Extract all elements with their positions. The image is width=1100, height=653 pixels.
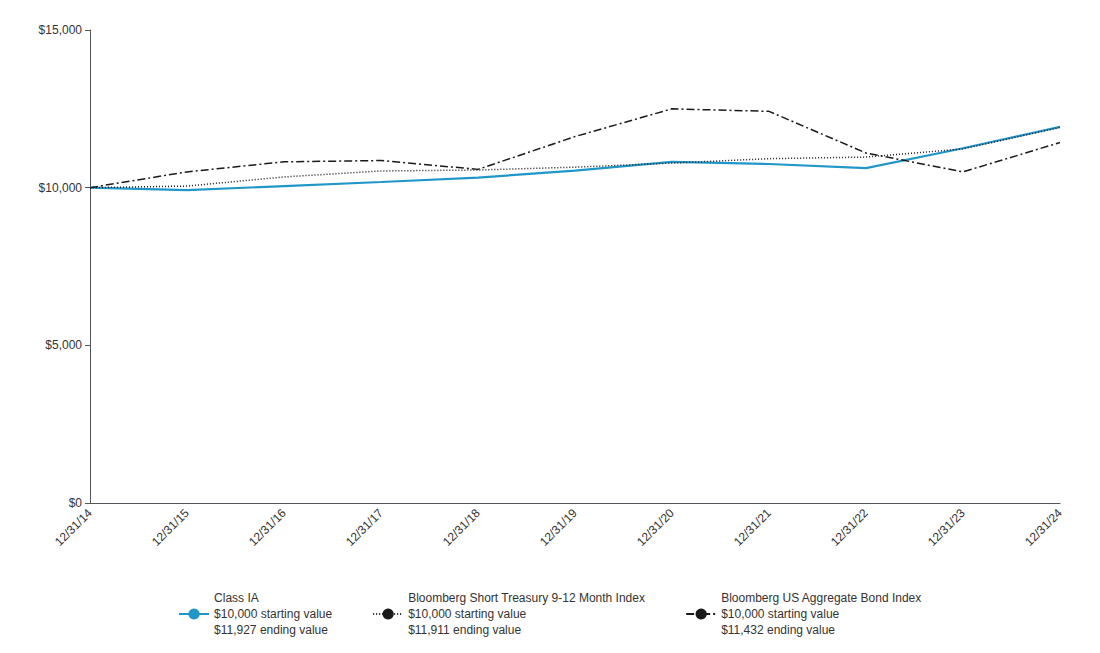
svg-text:12/31/23: 12/31/23 bbox=[925, 506, 968, 549]
svg-text:$11,432 ending value: $11,432 ending value bbox=[721, 623, 835, 637]
svg-text:Bloomberg US Aggregate Bond In: Bloomberg US Aggregate Bond Index bbox=[721, 591, 921, 605]
svg-text:$15,000: $15,000 bbox=[39, 23, 83, 37]
svg-text:12/31/17: 12/31/17 bbox=[343, 506, 386, 549]
svg-text:12/31/20: 12/31/20 bbox=[634, 506, 677, 549]
svg-text:12/31/19: 12/31/19 bbox=[537, 506, 580, 549]
svg-text:$11,911 ending value: $11,911 ending value bbox=[408, 623, 521, 637]
svg-text:12/31/21: 12/31/21 bbox=[731, 506, 774, 549]
svg-text:$10,000: $10,000 bbox=[39, 181, 83, 195]
svg-text:$5,000: $5,000 bbox=[45, 338, 82, 352]
svg-text:$11,927 ending value: $11,927 ending value bbox=[214, 623, 328, 637]
svg-text:$10,000 starting value: $10,000 starting value bbox=[214, 607, 332, 621]
svg-text:$10,000 starting value: $10,000 starting value bbox=[408, 607, 526, 621]
svg-text:12/31/24: 12/31/24 bbox=[1022, 506, 1065, 549]
svg-text:12/31/14: 12/31/14 bbox=[52, 506, 95, 549]
svg-text:$10,000 starting value: $10,000 starting value bbox=[721, 607, 839, 621]
svg-text:Class IA: Class IA bbox=[214, 591, 259, 605]
svg-text:Bloomberg Short Treasury 9-12: Bloomberg Short Treasury 9-12 Month Inde… bbox=[408, 591, 645, 605]
svg-text:12/31/18: 12/31/18 bbox=[440, 506, 483, 549]
svg-text:12/31/16: 12/31/16 bbox=[246, 506, 289, 549]
svg-text:$0: $0 bbox=[69, 496, 83, 510]
svg-text:12/31/22: 12/31/22 bbox=[828, 506, 871, 549]
svg-text:12/31/15: 12/31/15 bbox=[149, 506, 192, 549]
